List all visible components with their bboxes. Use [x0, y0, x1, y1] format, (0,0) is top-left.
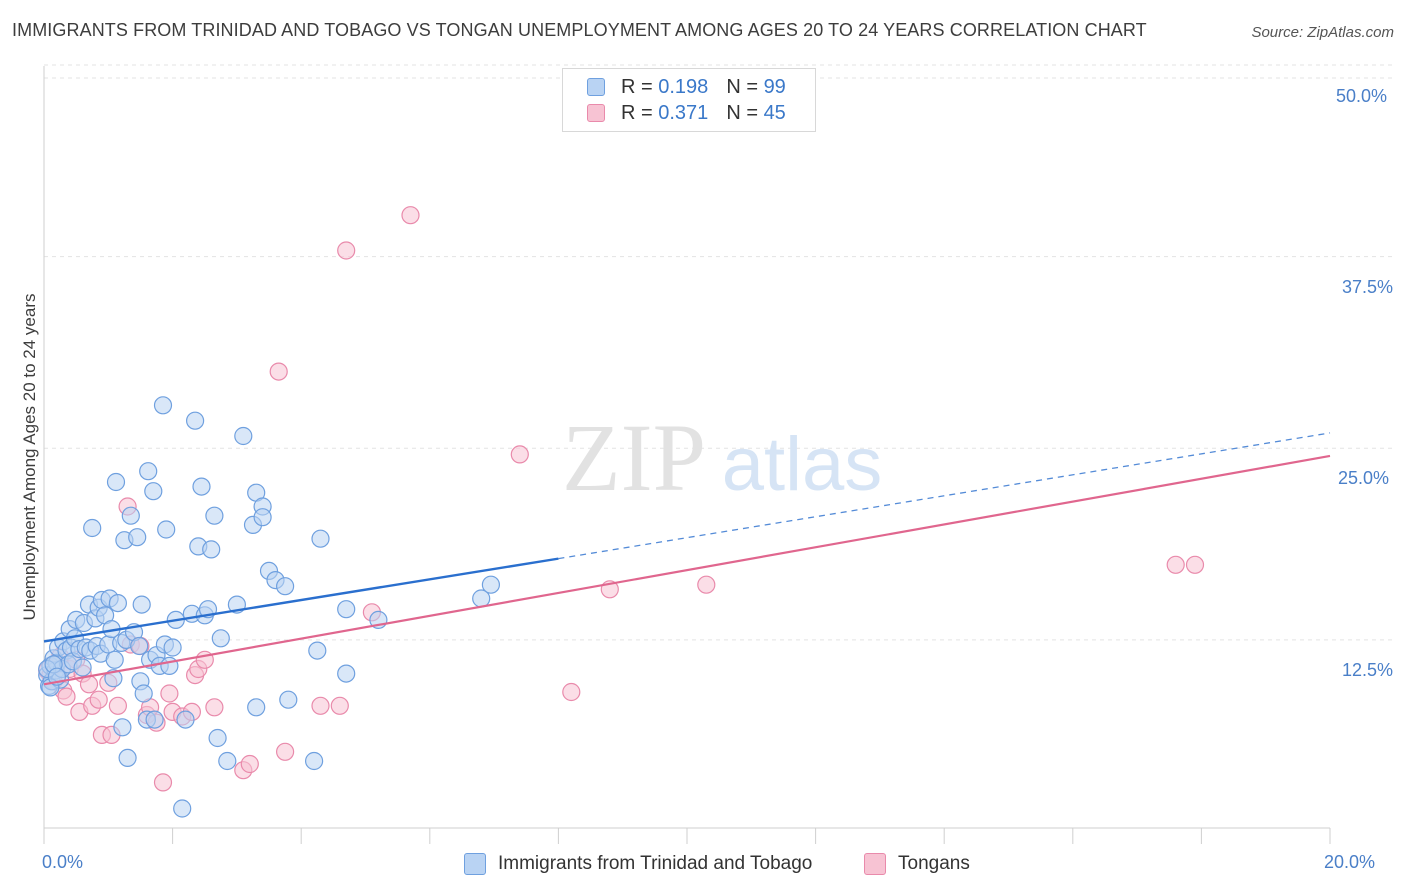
trinidad-point — [247, 698, 266, 717]
trinidad-point — [73, 658, 92, 677]
tongans-trend-line — [43, 454, 1331, 686]
trinidad-point — [337, 664, 356, 683]
trinidad-point — [113, 718, 132, 737]
legend-swatch-blue — [464, 853, 486, 875]
trinidad-point — [83, 518, 102, 538]
tongans-point — [57, 687, 76, 706]
trinidad-point — [108, 593, 128, 613]
trinidad-trend-extension — [558, 432, 1331, 560]
trinidad-point — [139, 462, 158, 481]
gridlines — [44, 64, 1392, 641]
legend-item-tongans: Tongans — [864, 852, 970, 876]
legend-label-trinidad: Immigrants from Trinidad and Tobago — [498, 853, 813, 874]
trinidad-point — [145, 710, 164, 729]
trinidad-point — [128, 528, 147, 547]
trinidad-point — [130, 636, 149, 656]
tongans-point — [401, 206, 420, 225]
legend-swatch-pink — [864, 853, 886, 875]
legend-row-pink: R = 0.371 N = 45 — [587, 101, 786, 125]
trinidad-point — [305, 751, 324, 771]
legend-swatch-pink — [587, 104, 605, 122]
trinidad-point — [176, 710, 195, 729]
trinidad-point — [279, 690, 298, 709]
trinidad-point — [118, 748, 137, 768]
trinidad-point — [192, 477, 211, 496]
trinidad-trend-line — [43, 557, 559, 643]
trinidad-point — [308, 641, 327, 660]
correlation-legend: R = 0.198 N = 99 R = 0.371 N = 45 — [562, 68, 816, 132]
tongans-point — [311, 696, 330, 715]
y-tick-label: 37.5% — [1342, 277, 1394, 297]
trinidad-point — [186, 411, 205, 430]
trinidad-point — [134, 684, 153, 703]
legend-r-label: R = — [621, 75, 653, 98]
tongans-point — [153, 773, 173, 792]
legend-n-value: 45 — [763, 101, 786, 124]
trinidad-point — [121, 506, 140, 525]
legend-r-value: 0.371 — [658, 101, 709, 124]
y-tick-label: 12.5% — [1342, 660, 1394, 680]
trinidad-point — [132, 595, 151, 614]
trinidad-point — [105, 650, 124, 669]
tongans-point — [337, 241, 356, 260]
trinidad-point — [218, 751, 237, 771]
tongans-point — [89, 690, 108, 709]
trinidad-point — [253, 508, 272, 527]
watermark-zip: ZIP — [562, 404, 706, 511]
tongans-point — [562, 682, 581, 702]
y-tick-label: 25.0% — [1338, 468, 1390, 488]
tongans-point — [269, 362, 288, 381]
axes — [43, 66, 1331, 844]
tongans-point — [1166, 555, 1185, 574]
tongans-point — [1185, 555, 1205, 574]
source-label: Source: ZipAtlas.com — [1251, 24, 1394, 41]
legend-r-label: R = — [621, 101, 653, 124]
trinidad-point — [173, 799, 192, 818]
x-tick-label-max: 20.0% — [1324, 852, 1376, 872]
trinidad-points — [38, 396, 500, 818]
legend-row-blue: R = 0.198 N = 99 — [587, 75, 786, 99]
trinidad-point — [337, 600, 356, 619]
trinidad-point — [211, 629, 230, 648]
y-tick-label: 50.0% — [1336, 86, 1388, 106]
tongans-point — [240, 754, 259, 774]
watermark-atlas: atlas — [722, 422, 883, 507]
trinidad-point — [157, 520, 176, 539]
tongans-point — [330, 696, 349, 715]
trinidad-point — [202, 540, 221, 559]
x-tick-label-min: 0.0% — [42, 852, 84, 872]
legend-n-value: 99 — [763, 75, 786, 98]
tongans-point — [205, 698, 224, 717]
trinidad-point — [205, 506, 224, 525]
trinidad-point — [153, 396, 173, 415]
trinidad-point — [104, 669, 123, 688]
trinidad-point — [276, 577, 295, 596]
tongans-point — [160, 684, 179, 703]
trinidad-point — [311, 529, 330, 548]
trinidad-point — [234, 426, 253, 446]
legend-swatch-blue — [587, 78, 605, 96]
tongans-point — [510, 445, 529, 464]
tongans-point — [697, 575, 716, 594]
trinidad-point — [144, 482, 163, 501]
chart-title: IMMIGRANTS FROM TRINIDAD AND TOBAGO VS T… — [12, 20, 1147, 40]
watermark: ZIP atlas — [562, 404, 882, 511]
legend-item-trinidad: Immigrants from Trinidad and Tobago — [464, 852, 812, 876]
trinidad-point — [481, 575, 500, 594]
legend-r-value: 0.198 — [658, 75, 709, 98]
legend-n-label: N = — [726, 101, 758, 124]
trend-lines — [43, 432, 1331, 686]
tongans-point — [276, 742, 295, 761]
legend-n-label: N = — [726, 75, 758, 98]
tongans-point — [108, 696, 128, 715]
trinidad-point — [106, 472, 126, 492]
trinidad-point — [208, 728, 227, 748]
trinidad-point — [163, 638, 182, 657]
legend-label-tongans: Tongans — [898, 853, 970, 874]
